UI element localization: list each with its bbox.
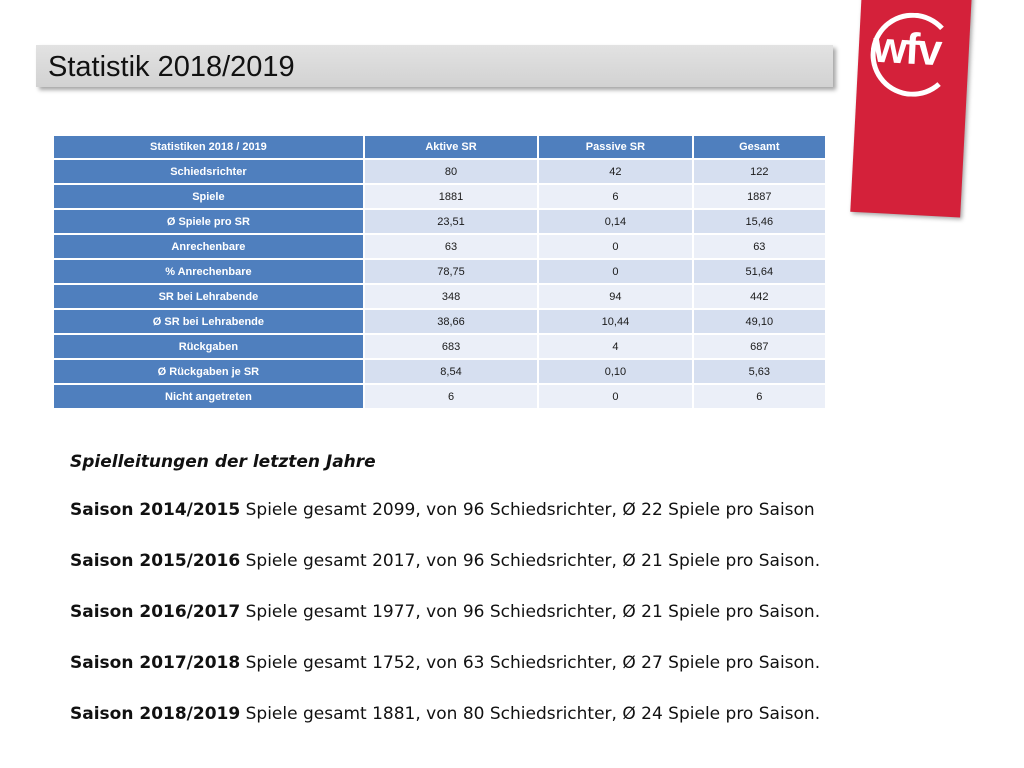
table-cell: 63: [364, 235, 538, 258]
table-row: Ø Rückgaben je SR 8,54 0,10 5,63: [54, 360, 825, 383]
table-cell: 78,75: [364, 260, 538, 283]
table-cell: 0: [539, 385, 692, 408]
table-cell: 5,63: [693, 360, 825, 383]
table-row: Rückgaben 683 4 687: [54, 335, 825, 358]
season-label: Saison 2017/2018: [70, 653, 241, 673]
page-title: Statistik 2018/2019: [48, 51, 295, 83]
season-line: Saison 2014/2015 Spiele gesamt 2099, von…: [70, 497, 830, 523]
table-cell: 348: [364, 285, 538, 308]
row-label: Ø Rückgaben je SR: [54, 360, 363, 383]
wfv-logo: wfv: [850, 0, 972, 218]
season-text: Spiele gesamt 1977, von 96 Schiedsrichte…: [240, 602, 821, 622]
season-label: Saison 2014/2015: [70, 500, 241, 520]
table-cell: 63: [693, 235, 825, 258]
table-cell: 687: [693, 335, 825, 358]
table-cell: 38,66: [364, 310, 538, 333]
table-cell: 1887: [693, 185, 825, 208]
table-cell: 6: [693, 385, 825, 408]
column-header: Passive SR: [539, 136, 692, 158]
column-header: Statistiken 2018 / 2019: [54, 136, 363, 158]
table-cell: 8,54: [364, 360, 538, 383]
table-cell: 0: [539, 260, 692, 283]
table-cell: 49,10: [693, 310, 825, 333]
row-label: Schiedsrichter: [54, 160, 363, 183]
season-line: Saison 2015/2016 Spiele gesamt 2017, von…: [70, 548, 830, 574]
table-cell: 0,10: [539, 360, 692, 383]
table-row: SR bei Lehrabende 348 94 442: [54, 285, 825, 308]
table-cell: 122: [693, 160, 825, 183]
table-cell: 0,14: [539, 210, 692, 233]
table-cell: 51,64: [693, 260, 825, 283]
section-heading: Spielleitungen der letzten Jahre: [70, 452, 376, 472]
table-cell: 6: [364, 385, 538, 408]
season-label: Saison 2016/2017: [70, 602, 241, 622]
statistics-table: Statistiken 2018 / 2019 Aktive SR Passiv…: [52, 134, 827, 410]
row-label: Nicht angetreten: [54, 385, 363, 408]
title-bar: Statistik 2018/2019: [36, 45, 833, 87]
table-cell: 10,44: [539, 310, 692, 333]
row-label: % Anrechenbare: [54, 260, 363, 283]
table-row: Anrechenbare 63 0 63: [54, 235, 825, 258]
row-label: Spiele: [54, 185, 363, 208]
table-row: Ø SR bei Lehrabende 38,66 10,44 49,10: [54, 310, 825, 333]
row-label: Anrechenbare: [54, 235, 363, 258]
table-header-row: Statistiken 2018 / 2019 Aktive SR Passiv…: [54, 136, 825, 158]
table-cell: 683: [364, 335, 538, 358]
table-cell: 442: [693, 285, 825, 308]
season-line: Saison 2016/2017 Spiele gesamt 1977, von…: [70, 599, 830, 625]
row-label: Rückgaben: [54, 335, 363, 358]
table-cell: 0: [539, 235, 692, 258]
table-cell: 4: [539, 335, 692, 358]
table-cell: 94: [539, 285, 692, 308]
table-cell: 23,51: [364, 210, 538, 233]
table-cell: 42: [539, 160, 692, 183]
row-label: SR bei Lehrabende: [54, 285, 363, 308]
table-row: Spiele 1881 6 1887: [54, 185, 825, 208]
table-row: Nicht angetreten 6 0 6: [54, 385, 825, 408]
column-header: Gesamt: [693, 136, 825, 158]
season-line: Saison 2017/2018 Spiele gesamt 1752, von…: [70, 650, 830, 676]
table-row: Ø Spiele pro SR 23,51 0,14 15,46: [54, 210, 825, 233]
table-cell: 1881: [364, 185, 538, 208]
row-label: Ø Spiele pro SR: [54, 210, 363, 233]
season-label: Saison 2015/2016: [70, 551, 241, 571]
table-cell: 6: [539, 185, 692, 208]
season-line: Saison 2018/2019 Spiele gesamt 1881, von…: [70, 701, 830, 727]
season-text: Spiele gesamt 1881, von 80 Schiedsrichte…: [240, 704, 821, 724]
season-text: Spiele gesamt 2099, von 96 Schiedsrichte…: [240, 500, 815, 520]
season-text: Spiele gesamt 2017, von 96 Schiedsrichte…: [240, 551, 821, 571]
column-header: Aktive SR: [364, 136, 538, 158]
table-row: Schiedsrichter 80 42 122: [54, 160, 825, 183]
row-label: Ø SR bei Lehrabende: [54, 310, 363, 333]
season-label: Saison 2018/2019: [70, 704, 241, 724]
season-text: Spiele gesamt 1752, von 63 Schiedsrichte…: [240, 653, 821, 673]
table-cell: 15,46: [693, 210, 825, 233]
seasons-section: Spielleitungen der letzten Jahre Saison …: [70, 452, 830, 752]
table-row: % Anrechenbare 78,75 0 51,64: [54, 260, 825, 283]
table-cell: 80: [364, 160, 538, 183]
logo-text: wfv: [871, 22, 942, 76]
